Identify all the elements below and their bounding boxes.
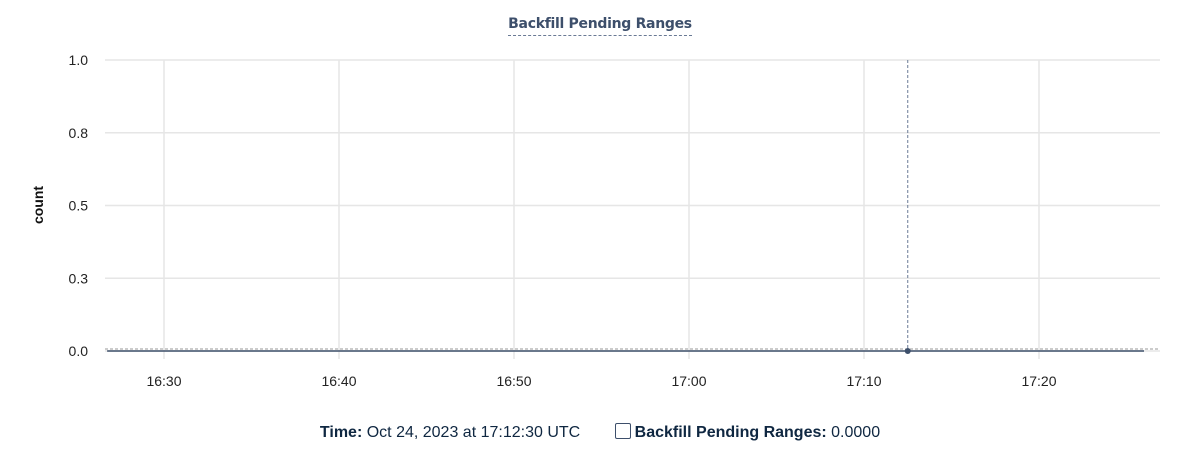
chart-title[interactable]: Backfill Pending Ranges <box>508 16 692 36</box>
y-tick-label: 0.5 <box>69 198 89 214</box>
x-tick-label: 16:50 <box>496 373 531 389</box>
y-tick-label: 1.0 <box>69 52 89 68</box>
x-tick-label: 16:40 <box>321 373 356 389</box>
x-tick-label: 17:10 <box>846 373 881 389</box>
x-tick-label: 16:30 <box>146 373 181 389</box>
y-tick-label: 0.3 <box>69 270 89 286</box>
x-tick-label: 17:00 <box>671 373 706 389</box>
series-label: Backfill Pending Ranges: <box>634 424 827 441</box>
series-value: 0.0000 <box>831 424 881 441</box>
y-tick-label: 0.0 <box>69 343 89 359</box>
y-axis-label: count <box>30 186 46 224</box>
x-tick-label: 17:20 <box>1021 373 1056 389</box>
series-checkbox[interactable] <box>614 423 631 439</box>
chart-title-wrap: Backfill Pending Ranges <box>0 15 1200 36</box>
time-label: Time: <box>319 424 363 441</box>
cursor-point <box>904 348 911 354</box>
tooltip-legend: Time: Oct 24, 2023 at 17:12:30 UTC Backf… <box>0 423 1200 442</box>
time-value: Oct 24, 2023 at 17:12:30 UTC <box>366 424 581 441</box>
y-tick-label: 0.8 <box>69 125 89 141</box>
